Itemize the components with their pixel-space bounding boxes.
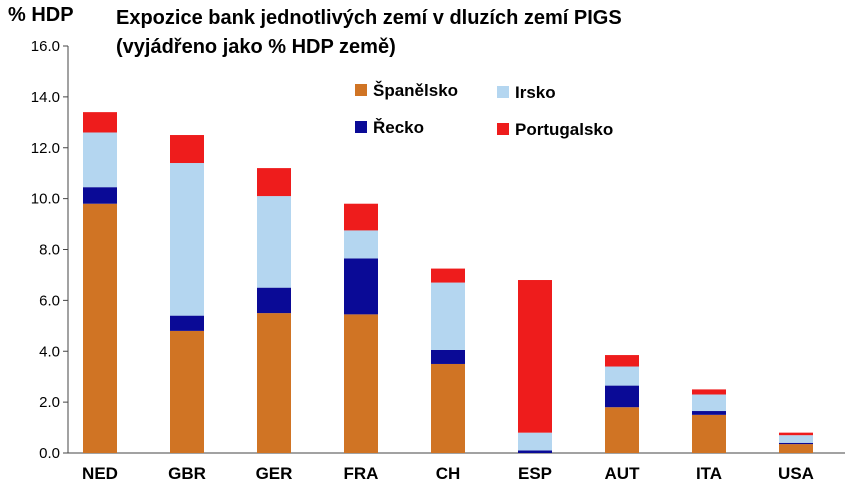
legend-label: Španělsko [373,81,458,100]
legend-label: Irsko [515,83,556,102]
bar-segment-usa [779,442,813,445]
x-tick-label: ITA [696,464,722,483]
bar-segment-ita [692,389,726,395]
bar-segment-ch [431,349,465,364]
bar-segment-esp [518,450,552,453]
legend-label: Portugalsko [515,120,613,139]
bar-segment-ger [257,313,291,453]
bar-segment-gbr [170,163,204,316]
bar-group-usa [779,432,813,453]
bar-segment-ger [257,168,291,197]
y-tick-label: 6.0 [39,292,60,309]
y-tick-label: 8.0 [39,242,60,259]
x-tick-label: AUT [605,464,641,483]
y-axis-unit-label: % HDP [8,4,74,26]
bar-segment-gbr [170,315,204,331]
bar-segment-ned [83,132,117,188]
bar-segment-ita [692,414,726,453]
bar-segment-ned [83,203,117,453]
bar-segment-aut [605,355,639,367]
bar-segment-fra [344,203,378,231]
bar-segment-ita [692,394,726,412]
bar-segment-usa [779,432,813,436]
y-tick-label: 12.0 [31,140,60,157]
chart-title: Expozice bank jednotlivých zemí v dluzíc… [116,7,622,29]
y-tick-label: 16.0 [31,38,60,55]
bar-group-gbr [170,135,204,453]
legend-item: Řecko [355,118,424,137]
bar-segment-fra [344,258,378,315]
bar-group-ch [431,268,465,453]
legend-item: Španělsko [355,81,458,100]
bar-group-ger [257,168,291,453]
bar-segment-ned [83,112,117,133]
bar-segment-aut [605,407,639,453]
bar-group-ned [83,112,117,453]
x-tick-label: FRA [344,464,379,483]
x-tick-label: USA [778,464,814,483]
bar-group-fra [344,203,378,453]
bar-segment-ita [692,411,726,415]
y-tick-label: 10.0 [31,191,60,208]
bar-segment-usa [779,444,813,453]
y-tick-label: 2.0 [39,394,60,411]
bar-segment-esp [518,280,552,433]
bar-group-esp [518,280,552,453]
legend-swatch [497,86,509,98]
legend-swatch [355,121,367,133]
bar-group-aut [605,355,639,453]
bar-segment-ch [431,363,465,453]
bar-segment-esp [518,432,552,451]
legend-item: Irsko [497,83,556,102]
bar-segment-ch [431,282,465,350]
bar-segment-usa [779,435,813,443]
y-tick-label: 14.0 [31,89,60,106]
bar-segment-ger [257,196,291,288]
bar-segment-fra [344,230,378,259]
axes: 0.0 2.0 4.0 6.0 8.0 10.0 12.0 14.0 16.0 NED GBR GER… [31,38,845,483]
x-tick-label: NED [82,464,118,483]
legend-label: Řecko [373,118,424,137]
chart-subtitle: (vyjádřeno jako % HDP země) [116,36,396,58]
legend: Španělsko Irsko Řecko Portugalsko [355,81,613,139]
bar-segment-gbr [170,135,204,164]
x-tick-label: GBR [168,464,206,483]
x-tick-label: ESP [518,464,552,483]
bar-segment-gbr [170,330,204,453]
y-tick-label: 4.0 [39,343,60,360]
legend-swatch [497,123,509,135]
bar-group-ita [692,389,726,453]
legend-swatch [355,84,367,96]
bar-segment-fra [344,314,378,453]
bars [83,112,813,453]
x-tick-label: CH [436,464,461,483]
y-tick-label: 0.0 [39,445,60,462]
legend-item: Portugalsko [497,120,613,139]
bar-segment-aut [605,385,639,408]
chart-title-block: Expozice bank jednotlivých zemí v dluzíc… [116,4,622,62]
x-tick-label: GER [256,464,293,483]
bar-segment-ch [431,268,465,283]
bar-segment-aut [605,366,639,386]
bar-segment-ned [83,187,117,204]
bar-segment-ger [257,287,291,314]
